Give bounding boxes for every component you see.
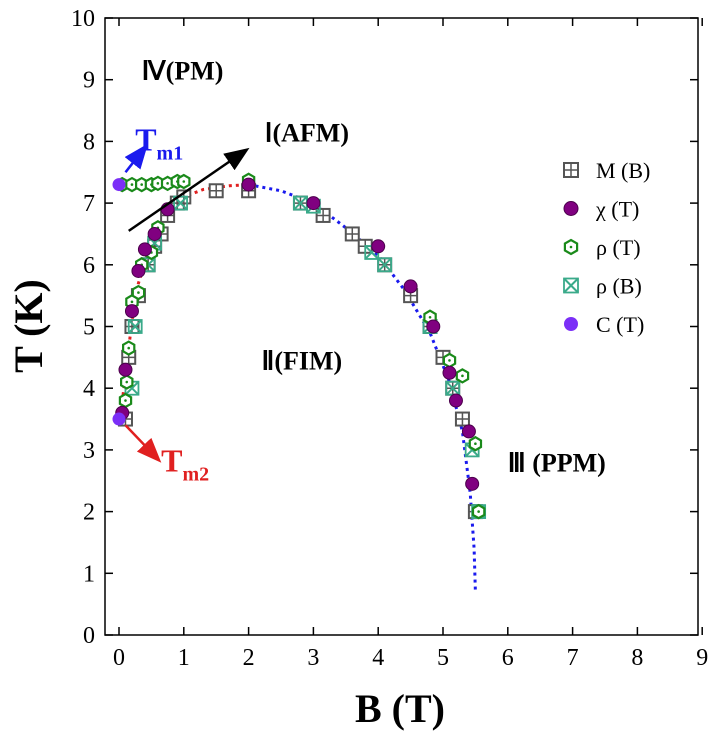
data-point-dot (461, 374, 464, 378)
legend-marker-cross (563, 277, 579, 294)
y-axis-title: T (K) (6, 279, 51, 373)
data-points (112, 172, 487, 520)
data-point (127, 319, 143, 334)
tm2-label: Tm2 (161, 442, 209, 485)
data-point-grid (316, 208, 330, 222)
y-tick-label: 6 (83, 253, 95, 279)
region-label: Ⅲ (PPM) (508, 448, 606, 477)
data-point (426, 319, 441, 334)
data-point-dot (140, 183, 143, 186)
data-point-dot (182, 180, 186, 183)
legend-marker (563, 201, 579, 216)
data-point (147, 226, 162, 241)
data-point-cross (445, 380, 460, 396)
data-point-dot (474, 442, 477, 446)
data-point (377, 257, 393, 273)
y-tick-label: 7 (83, 191, 95, 217)
data-point-dot (156, 182, 160, 185)
legend-label: C (T) (596, 312, 644, 337)
legend-marker (563, 277, 579, 294)
data-point (371, 239, 386, 254)
y-tick-label: 8 (83, 129, 95, 155)
data-point (465, 476, 480, 491)
data-point (137, 242, 152, 257)
data-point-dot (130, 300, 134, 304)
y-tick-label: 3 (83, 438, 95, 464)
data-point-dot (125, 380, 129, 384)
phase-boundary-line (248, 183, 477, 592)
data-point (118, 362, 133, 377)
afm-arrow (128, 147, 250, 232)
data-point (112, 412, 126, 426)
data-point-dot (137, 291, 140, 294)
legend-marker-dot (569, 245, 573, 249)
data-point-dot (477, 510, 480, 513)
annotations: Ⅳ(PM) Ⅰ(AFM) Ⅱ(FIM) Ⅲ (PPM) Tm1 Tm2 (124, 57, 606, 485)
legend-marker-grid (564, 163, 578, 177)
legend-label: M (B) (596, 158, 650, 183)
data-point-dot (124, 399, 127, 402)
y-tick-label: 9 (83, 68, 95, 94)
y-tick-label: 1 (83, 561, 95, 587)
data-point (448, 393, 463, 408)
data-point (124, 304, 139, 319)
y-tick-label: 0 (83, 623, 95, 649)
tm2-arrow (124, 424, 162, 463)
data-point-cross (127, 319, 143, 334)
data-point (241, 177, 256, 192)
legend-label: ρ (B) (596, 274, 642, 299)
phase-boundaries (118, 183, 477, 592)
x-tick-label: 8 (631, 645, 643, 671)
data-point (403, 279, 418, 294)
legend-label: χ (T) (595, 197, 639, 222)
data-point-cross (377, 257, 392, 273)
x-tick-label: 1 (178, 645, 190, 671)
data-point (112, 178, 126, 192)
x-tick-label: 2 (243, 645, 255, 671)
y-tick-label: 2 (83, 500, 95, 526)
data-point (131, 263, 146, 278)
phase-boundary-line (118, 183, 249, 417)
x-tick-label: 7 (567, 645, 579, 671)
data-point-cross (293, 195, 308, 211)
y-tick-label: 4 (83, 376, 95, 402)
tm1-arrow (124, 143, 149, 174)
tm1-label: Tm1 (135, 122, 183, 165)
x-tick-label: 3 (307, 645, 319, 671)
data-point-dot (428, 315, 432, 319)
data-point-grid (455, 412, 469, 426)
x-tick-label: 5 (437, 645, 449, 671)
x-tick-label: 4 (372, 645, 384, 671)
data-point-dot (127, 346, 131, 350)
tm2-subscript: m2 (182, 463, 209, 485)
y-tick-label: 10 (71, 6, 95, 32)
legend: M (B) χ (T) ρ (T) ρ (B) C (T) (563, 158, 650, 337)
x-axis-title: B (T) (355, 686, 445, 731)
x-tick-label: 6 (502, 645, 514, 671)
x-tick-label: 9 (696, 645, 708, 671)
data-point-dot (448, 359, 451, 362)
data-point-dot (130, 183, 134, 186)
region-label: Ⅱ(FIM) (262, 347, 343, 376)
data-point (442, 365, 457, 380)
data-point-grid (345, 227, 359, 241)
legend-label: ρ (T) (596, 235, 641, 260)
data-point (461, 424, 476, 439)
data-point (306, 196, 321, 211)
tm1-subscript: m1 (157, 143, 184, 165)
region-label: Ⅰ(AFM) (265, 118, 349, 147)
x-tick-label: 0 (113, 645, 125, 671)
region-label: Ⅳ(PM) (142, 57, 224, 86)
data-point-dot (166, 182, 169, 185)
legend-marker (564, 317, 578, 331)
axis-ticks: 0 1 2 3 4 5 6 7 8 9 0 1 2 3 4 5 6 7 8 9 10 (71, 6, 708, 671)
data-point-grid (209, 184, 223, 198)
y-tick-label: 5 (83, 315, 95, 341)
